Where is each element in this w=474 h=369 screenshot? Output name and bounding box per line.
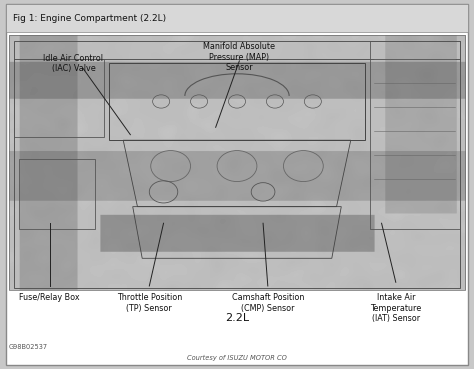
Text: Idle Air Control
(IAC) Valve: Idle Air Control (IAC) Valve: [44, 54, 103, 73]
Text: 2.2L: 2.2L: [225, 313, 249, 323]
Text: Fuse/Relay Box: Fuse/Relay Box: [19, 293, 80, 302]
Text: Courtesy of ISUZU MOTOR CO: Courtesy of ISUZU MOTOR CO: [187, 355, 287, 361]
FancyBboxPatch shape: [6, 4, 468, 32]
Text: G98B02537: G98B02537: [9, 344, 48, 350]
Text: Intake Air
Temperature
(IAT) Sensor: Intake Air Temperature (IAT) Sensor: [370, 293, 421, 323]
FancyBboxPatch shape: [6, 4, 468, 365]
Text: Fig 1: Engine Compartment (2.2L): Fig 1: Engine Compartment (2.2L): [13, 14, 166, 23]
Text: Throttle Position
(TP) Sensor: Throttle Position (TP) Sensor: [117, 293, 182, 313]
Text: Manifold Absolute
Pressure (MAP)
Sensor: Manifold Absolute Pressure (MAP) Sensor: [203, 42, 275, 72]
Text: Camshaft Position
(CMP) Sensor: Camshaft Position (CMP) Sensor: [232, 293, 304, 313]
